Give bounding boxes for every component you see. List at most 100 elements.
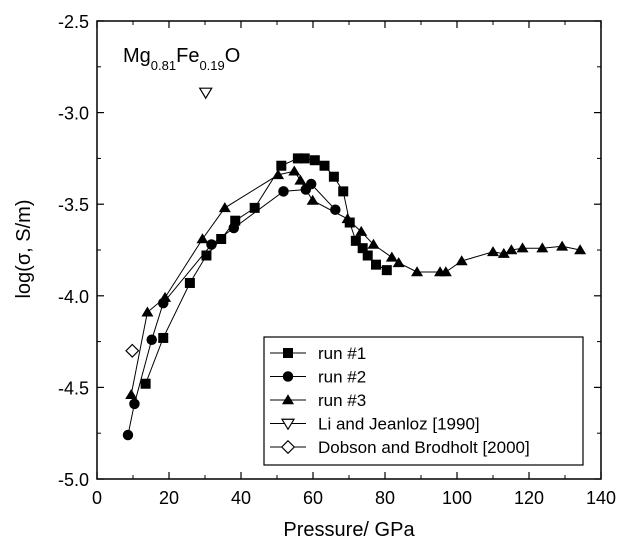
series-1 (140, 153, 392, 389)
data-point (355, 225, 368, 236)
data-point (292, 153, 303, 164)
data-point (125, 343, 140, 358)
data-point (350, 235, 361, 246)
data-point (141, 306, 154, 317)
data-point (362, 250, 373, 261)
x-tick-label: 140 (586, 488, 616, 508)
legend-marker (282, 394, 294, 405)
data-point (272, 169, 285, 180)
annotation-text: O (225, 45, 241, 67)
data-point (536, 242, 549, 253)
plot-layer (122, 87, 587, 441)
legend-label: Li and Jeanloz [1990] (318, 415, 480, 434)
x-tick-label: 100 (442, 488, 472, 508)
data-point (556, 240, 569, 251)
annotation-text: Mg (123, 45, 151, 67)
data-point (249, 202, 260, 213)
legend-label: run #2 (318, 368, 366, 387)
data-point (278, 186, 289, 197)
y-axis-label: log(σ, S/m) (13, 199, 35, 298)
data-point (216, 234, 227, 245)
data-point (439, 266, 452, 277)
data-point (230, 215, 241, 226)
data-point (288, 165, 301, 176)
data-point (158, 332, 169, 343)
data-point (228, 222, 240, 234)
data-point (146, 334, 157, 346)
data-point (201, 250, 212, 261)
y-tick-label: -3.0 (58, 104, 89, 124)
data-point (487, 246, 499, 257)
data-point (392, 257, 405, 268)
legend-entry-5: Dobson and Brodholt [2000] (270, 438, 530, 457)
series-2 (122, 178, 341, 441)
annotation-subscript: 0.19 (199, 58, 224, 73)
data-point (574, 244, 587, 255)
legend-box (263, 336, 584, 466)
data-point (411, 266, 424, 277)
x-tick-label: 80 (375, 488, 395, 508)
data-point (159, 291, 172, 302)
legend-marker (280, 439, 296, 455)
data-point (309, 155, 320, 166)
legend-marker (282, 371, 294, 382)
y-tick-label: -3.5 (58, 195, 89, 215)
data-point (306, 194, 319, 205)
data-point (367, 238, 380, 249)
data-point (385, 251, 398, 262)
data-point (122, 429, 134, 441)
x-tick-label: 120 (514, 488, 544, 508)
data-point (198, 87, 213, 100)
data-point (328, 171, 339, 182)
data-point (125, 388, 138, 399)
data-point (294, 174, 307, 185)
data-point (276, 160, 287, 171)
y-tick-label: -4.0 (58, 287, 89, 307)
series-3 (125, 165, 587, 399)
data-point (357, 243, 368, 254)
data-point (505, 244, 518, 255)
composition-annotation: Mg0.81Fe0.19O (123, 45, 240, 73)
x-axis-label: Pressure/ GPa (283, 519, 415, 541)
data-point (381, 265, 392, 276)
legend-marker (280, 418, 296, 431)
legend-marker (283, 348, 293, 358)
data-point (140, 378, 151, 389)
legend-label: Dobson and Brodholt [2000] (318, 438, 530, 457)
data-point (338, 186, 349, 197)
legend-label: run #3 (318, 391, 366, 410)
data-point (319, 160, 330, 171)
x-tick-label: 0 (92, 488, 102, 508)
y-tick-label: -4.5 (58, 378, 89, 398)
x-tick-label: 40 (231, 488, 251, 508)
data-point (455, 255, 468, 266)
data-point (206, 239, 217, 250)
annotation-subscript: 0.81 (151, 58, 176, 73)
data-point (196, 233, 209, 244)
data-point (305, 178, 317, 190)
annotation-text: Fe (176, 45, 199, 67)
y-tick-label: -5.0 (58, 470, 89, 490)
data-point (299, 153, 310, 164)
data-point (129, 398, 140, 410)
data-point (497, 247, 510, 258)
legend-entry-2: run #2 (270, 368, 366, 387)
data-point (516, 242, 529, 253)
x-tick-label: 20 (159, 488, 179, 508)
series-5 (125, 343, 140, 358)
x-tick-label: 60 (303, 488, 323, 508)
legend: run #1 run #2 run #3 Li and Jeanloz [1990] D… (263, 336, 584, 466)
legend-entry-1: run #1 (270, 344, 366, 363)
data-point (184, 277, 195, 288)
series-4 (198, 87, 213, 100)
legend-entry-4: Li and Jeanloz [1990] (270, 415, 480, 434)
y-tick-label: -2.5 (58, 12, 89, 32)
data-point (218, 202, 231, 213)
legend-entry-3: run #3 (270, 391, 366, 410)
data-point (371, 259, 381, 270)
legend-label: run #1 (318, 344, 366, 363)
axis-layer: 0 20 40 60 80 100 120 140 -5.0 -4.5 -4.0 -3.5 -3.0 -2… (58, 12, 616, 508)
data-point (341, 213, 354, 224)
data-point (330, 204, 341, 215)
